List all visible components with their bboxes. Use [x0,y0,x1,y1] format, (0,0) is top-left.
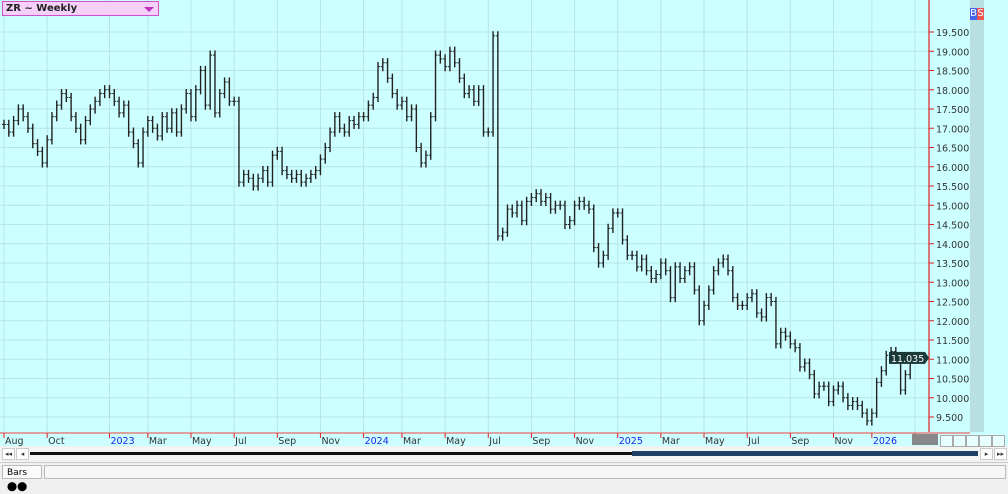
y-tick-label: 14.500 [936,221,969,232]
symbol-label: ZR [6,3,21,14]
tab-area [44,465,1006,479]
y-tick-label: 12.500 [936,298,969,309]
y-tick-label: 13.500 [936,259,969,270]
tab-bars[interactable]: Bars ⬤⬤ [2,465,42,492]
link-icon: ⬤⬤ [7,482,28,492]
y-tick-label: 12.000 [936,317,969,328]
scroll-thumb[interactable] [632,451,978,456]
tab-bar: Bars ⬤⬤ [0,462,1008,492]
x-tick-label: Nov [576,436,595,446]
x-tick-label: Sep [278,436,296,446]
last-price-label: 11.035 [891,354,924,365]
current-period-marker [912,434,938,445]
y-tick-label: 17.500 [936,105,969,116]
right-strip [970,0,984,432]
sell-button[interactable]: S [977,8,984,20]
x-tick-label: Jul [488,436,500,446]
scroll-track[interactable] [30,452,978,455]
x-tick-label: Sep [532,436,550,446]
nav-button-3[interactable] [966,435,979,447]
y-tick-label: 10.500 [936,375,969,386]
y-tick-label: 19.000 [936,47,969,58]
scroll-left-button[interactable]: ◂ [16,448,29,460]
x-tick-label: Jul [747,436,759,446]
chart-svg: 19.500 19.000 18.500 18.000 17.500 17.000 16.5… [0,0,970,447]
last-price-box [889,351,925,364]
dropdown-arrow-icon[interactable] [144,7,154,12]
y-tick-label: 18.500 [936,67,969,78]
x-tick-label: Aug [5,436,24,446]
y-tick-label: 14.000 [936,240,969,251]
x-tick-label: May [446,436,466,446]
y-tick-label: 16.000 [936,163,969,174]
y-tick-label: 17.000 [936,124,969,135]
x-tick-label: May [705,436,725,446]
x-axis-bg [0,432,970,446]
x-tick-label: 2023 [110,436,134,446]
scroll-last-button[interactable]: ▸▸ [994,448,1007,460]
scroll-right-button[interactable]: ▸ [980,448,993,460]
y-tick-label: 15.000 [936,201,969,212]
buy-button[interactable]: B [970,8,977,20]
y-tick-label: 11.000 [936,355,969,366]
x-tick-label: Mar [403,436,421,446]
nav-button-5[interactable] [992,435,1005,447]
x-tick-label: Jul [234,436,246,446]
x-tick-label: 2026 [873,436,897,446]
horizontal-scrollbar[interactable]: ◂◂ ◂ ▸ ▸▸ [0,447,1008,460]
nav-button-4[interactable] [979,435,992,447]
x-tick-label: Mar [662,436,680,446]
nav-button-1[interactable] [940,435,953,447]
x-tick-label: May [192,436,212,446]
period-label: ~ Weekly [24,3,78,14]
x-tick-label: Nov [321,436,340,446]
y-tick-label: 10.000 [936,394,969,405]
nav-button-2[interactable] [953,435,966,447]
scroll-first-button[interactable]: ◂◂ [2,448,15,460]
x-tick-label: Nov [834,436,853,446]
x-tick-label: 2025 [619,436,643,446]
y-tick-label: 13.000 [936,278,969,289]
y-tick-label: 11.500 [936,336,969,347]
last-price-pointer [925,351,929,364]
symbol-selector[interactable]: ZR ~ Weekly [2,1,159,16]
x-tick-label: Sep [791,436,809,446]
x-tick-label: Mar [149,436,167,446]
y-tick-label: 15.500 [936,182,969,193]
y-tick-label: 16.500 [936,144,969,155]
x-tick-label: 2024 [365,436,389,446]
y-tick-label: 18.000 [936,86,969,97]
tab-label: Bars [7,468,28,478]
x-tick-label: Oct [48,436,65,446]
y-tick-label: 19.500 [936,28,969,39]
y-tick-label: 9.500 [936,413,963,424]
price-chart[interactable]: 19.500 19.000 18.500 18.000 17.500 17.000 16.5… [0,0,1008,447]
